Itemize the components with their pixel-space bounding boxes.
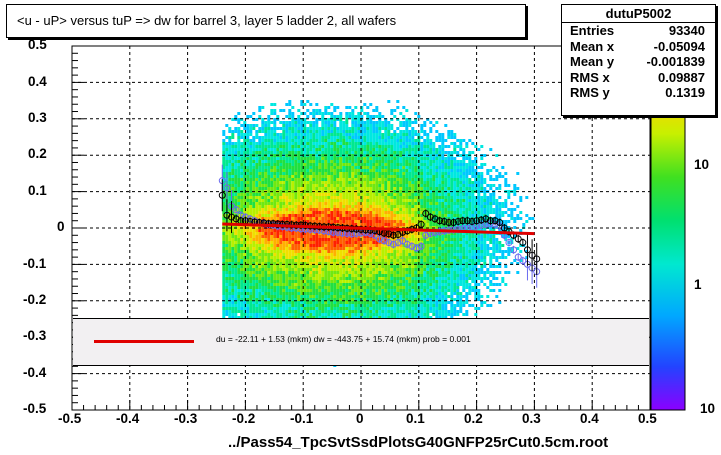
black-profile-point [426,213,434,221]
black-profile-point [473,217,481,225]
x-tick-label: 0.5 [638,411,657,426]
y-tick-label: -0.1 [23,256,47,271]
black-profile-point [389,231,397,239]
black-profile-point [223,211,231,219]
black-profile-point [514,235,522,243]
fit-legend-line [94,340,194,343]
black-profile-point [500,224,508,232]
x-tick-label: -0.1 [290,411,314,426]
x-axis-label: ../Pass54_TpcSvtSsdPlotsG40GNFP25rCut0.5… [228,434,609,451]
y-tick-label: 0.3 [28,110,47,125]
blue-profile-point [403,240,411,248]
fit-line [222,222,535,236]
black-profile-point [417,220,425,228]
stats-value: -0.001839 [646,54,705,69]
y-tick-label: -0.4 [23,365,47,380]
stats-label: Mean x [570,38,615,54]
axis-ticks [71,45,651,411]
x-tick-label: -0.2 [232,411,256,426]
black-profile-point [385,230,393,238]
blue-profile-point [519,257,527,265]
blue-profile-point [417,242,425,250]
blue-profile-point [412,244,420,252]
fit-legend-text: du = -22.11 + 1.53 (mkm) dw = -443.75 + … [216,334,471,344]
blue-profile-point [399,237,407,245]
blue-profile-point [232,206,240,214]
blue-profile-point [510,246,518,254]
black-profile-point [440,217,448,225]
black-profile-point [232,215,240,223]
stats-row: Entries 93340 [562,23,715,39]
black-profile-point [228,213,236,221]
stats-row: Mean x -0.05094 [562,39,715,55]
black-profile-point [449,219,457,227]
y-tick-label: 0.5 [28,37,47,52]
black-profile-point [468,217,476,225]
stats-value: 93340 [668,23,705,38]
stats-label: Mean y [570,54,615,69]
black-profile-point [454,217,462,225]
black-profile-point [477,216,485,224]
x-tick-label: 0.1 [406,411,425,426]
black-profile-point [496,219,504,227]
z-tick-label: 1 [694,277,702,292]
blue-profile-point [514,253,522,261]
blue-profile-point [389,240,397,248]
x-tick-label: 0.4 [580,411,599,426]
blue-profile-point [422,231,430,239]
x-tick-label: -0.5 [58,411,82,426]
black-profile-point [523,246,531,254]
stats-label: Entries [570,23,615,38]
black-profile-point [422,209,430,217]
fit-legend: du = -22.11 + 1.53 (mkm) dw = -443.75 + … [73,318,649,366]
x-tick-label: 0 [356,411,364,426]
stats-row: RMS y 0.1319 [562,85,715,101]
black-profile-point [463,217,471,225]
x-tick-label: -0.4 [116,411,140,426]
blue-profile-point [394,239,402,247]
black-profile-point [482,215,490,223]
black-profile-point [486,217,494,225]
stats-label: RMS y [570,85,610,100]
stats-row: Mean y -0.001839 [562,54,715,70]
y-tick-label: -0.2 [23,292,47,307]
stats-value: -0.05094 [653,38,705,54]
stats-value: 0.1319 [665,85,705,100]
chart-title: <u - uP> versus tuP => dw for barrel 3, … [6,4,526,38]
black-profile-point [436,217,444,225]
y-tick-label: 0.2 [28,146,47,161]
black-profile-point [445,219,453,227]
y-tick-label: 0 [57,219,65,234]
heatmap-cells [222,100,535,367]
x-tick-label: 0.2 [464,411,483,426]
y-tick-label: -0.3 [23,328,47,343]
black-profile-point [431,215,439,223]
y-tick-label: 0.1 [28,183,47,198]
blue-profile-point [505,239,513,247]
z-tick-label: 10 [700,401,716,416]
blue-profile-point [375,235,383,243]
x-tick-label: -0.3 [174,411,198,426]
y-tick-label: 0.4 [28,74,47,89]
blue-profile-point [408,242,416,250]
black-profile-point [528,251,536,259]
black-profile-point [491,217,499,225]
z-tick-label: 10 [694,157,710,172]
stats-label: RMS x [570,69,610,85]
stats-row: RMS x 0.09887 [562,70,715,86]
black-profile-point [533,255,541,263]
black-profile-point [218,191,226,199]
black-profile-point [519,239,527,247]
stats-box: dutuP5002 Entries 93340 Mean x -0.05094 Me… [561,4,716,116]
y-tick-label: -0.5 [23,401,47,416]
stats-name: dutuP5002 [562,5,715,23]
black-profile-point [459,217,467,225]
blue-profile-point [380,237,388,245]
blue-profile-point [223,184,231,192]
blue-profile-point [385,239,393,247]
x-tick-label: 0.3 [522,411,541,426]
stats-value: 0.09887 [658,69,705,85]
